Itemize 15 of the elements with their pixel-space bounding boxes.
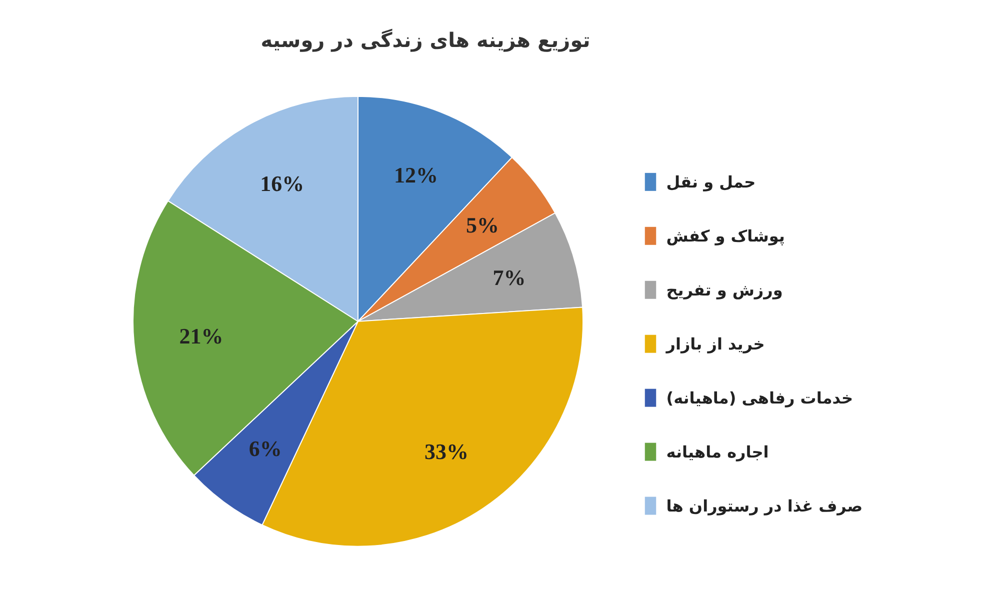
data-label: 5% [466,212,499,238]
legend-label: خدمات رفاهی (ماهیانه) [666,388,854,408]
chart-title: توزیع هزینه های زندگی در روسیه [260,28,590,52]
data-label: 6% [248,436,282,462]
legend-label: صرف غذا در رستوران ها [666,496,863,516]
legend-label: پوشاک و کفش [666,226,785,246]
data-label: 33% [424,439,469,464]
legend-label: حمل و نقل [666,172,756,192]
legend-label: خرید از بازار [665,334,765,354]
data-label: 7% [492,264,526,290]
legend-label: ورزش و تفریح [666,280,783,300]
data-label: 12% [394,162,438,188]
legend-label: اجاره ماهیانه [666,442,769,462]
data-label: 16% [260,170,304,196]
data-label: 21% [179,324,224,349]
